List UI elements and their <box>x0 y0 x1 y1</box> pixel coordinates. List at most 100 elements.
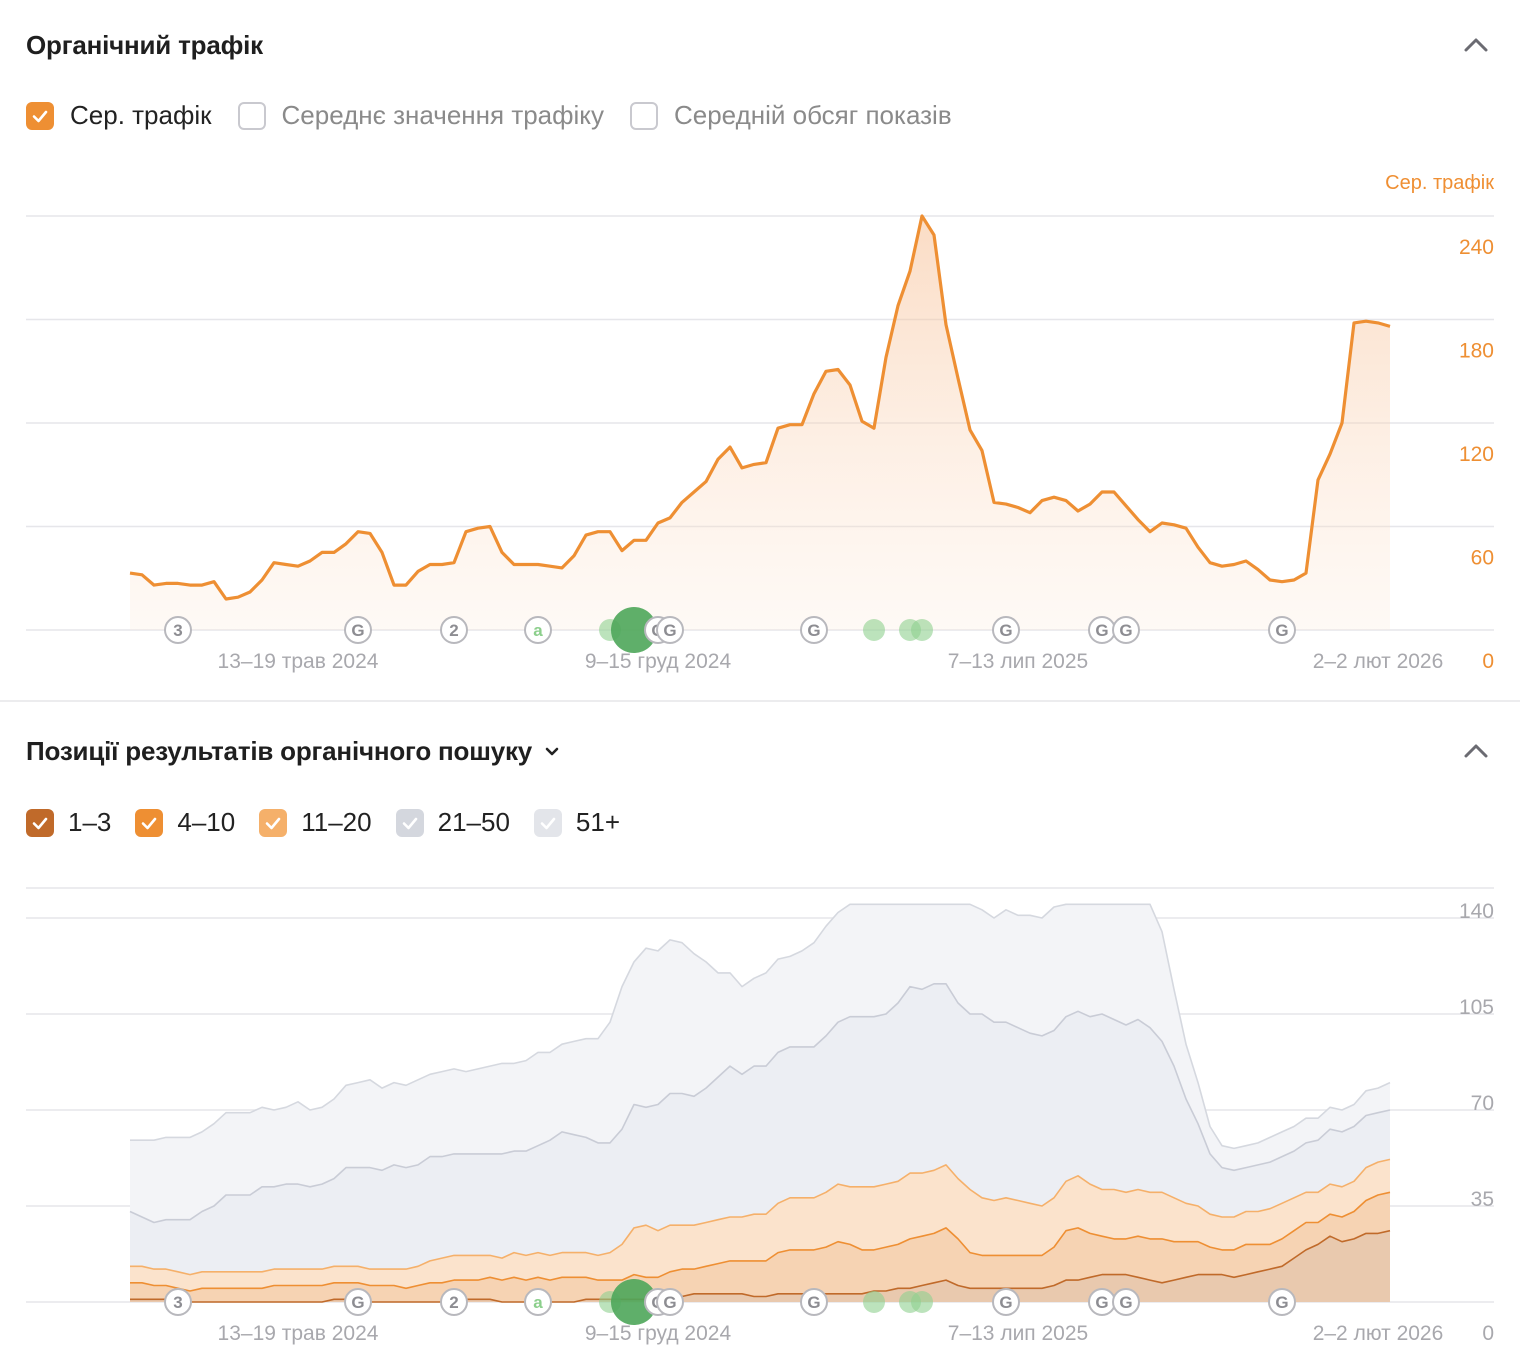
event-marker-letter: a <box>524 1288 552 1316</box>
x-tick-label: 9–15 груд 2024 <box>585 1322 732 1345</box>
x-tick-label: 2–2 лют 2026 <box>1313 1322 1444 1345</box>
event-marker-label: G <box>351 1293 364 1312</box>
y-tick-label: 35 <box>1471 1188 1494 1211</box>
traffic-collapse-button[interactable] <box>1458 28 1494 64</box>
check-icon <box>402 817 417 829</box>
line-4–10 <box>130 1191 1391 1292</box>
traffic-line <box>129 214 1391 601</box>
event-marker-green <box>863 619 885 641</box>
event-marker-circle <box>800 1288 828 1316</box>
event-marker-label: G <box>1095 621 1108 640</box>
area-4–10 <box>130 1192 1390 1302</box>
traffic-chart: 0601201802403G2aGGGGGGG13–19 трав 20249–… <box>26 214 1494 673</box>
area-1–3 <box>130 1230 1390 1302</box>
event-marker-label: 2 <box>449 1293 458 1312</box>
legend-label-pos-1: 4–10 <box>177 807 236 837</box>
legend-label-avg-traffic: Сер. трафік <box>70 100 212 130</box>
organic-traffic-panel: Органічний трафік Сер. трафік Середнє зн… <box>26 28 1494 673</box>
legend-label-impressions: Середній обсяг показів <box>673 100 952 130</box>
x-tick-label: 13–19 трав 2024 <box>218 1322 379 1345</box>
event-marker-label: 3 <box>173 1293 182 1312</box>
line-11–20 <box>130 1158 1391 1276</box>
check-icon <box>32 110 48 122</box>
legend-item-avg-traffic[interactable]: Сер. трафік <box>26 100 212 131</box>
event-marker-number: 3 <box>164 1288 192 1316</box>
positions-collapse-button[interactable] <box>1458 734 1494 770</box>
event-marker-circle <box>440 616 468 644</box>
event-marker-number: 2 <box>440 1288 468 1316</box>
event-marker-label: 2 <box>449 621 458 640</box>
legend-item-pos-1[interactable]: 4–10 <box>135 807 235 838</box>
checkbox-impressions[interactable] <box>629 101 658 130</box>
event-marker-number: 3 <box>164 616 192 644</box>
chevron-down-icon <box>545 747 559 755</box>
google-update-marker: G <box>1268 616 1296 644</box>
traffic-panel-title: Органічний трафік <box>26 30 263 60</box>
event-marker-circle <box>1268 616 1296 644</box>
legend-item-pos-2[interactable]: 11–20 <box>259 807 372 838</box>
x-tick-label: 13–19 трав 2024 <box>218 650 379 673</box>
traffic-legend: Сер. трафік Середнє значення трафіку Сер… <box>26 100 978 131</box>
google-update-marker: G <box>800 1288 828 1316</box>
checkbox-pos-0[interactable] <box>26 808 54 837</box>
google-update-marker: G <box>800 616 828 644</box>
event-marker-circle <box>1112 616 1140 644</box>
event-marker-letter: a <box>524 616 552 644</box>
line-21–50 <box>129 983 1391 1224</box>
organic-positions-panel: Позиції результатів органічного пошуку 1… <box>0 702 1520 1366</box>
event-marker-label: G <box>807 1293 820 1312</box>
checkbox-pos-1[interactable] <box>135 808 164 837</box>
check-icon <box>142 817 157 829</box>
event-marker-label: G <box>1275 1293 1288 1312</box>
event-marker-label: G <box>999 1293 1012 1312</box>
x-tick-label: 2–2 лют 2026 <box>1313 650 1444 673</box>
event-marker-circle <box>344 1288 372 1316</box>
event-marker-circle <box>992 1288 1020 1316</box>
checkbox-avg-traffic[interactable] <box>26 101 54 130</box>
event-marker-circle <box>1268 1288 1296 1316</box>
legend-label-pos-3: 21–50 <box>437 807 510 837</box>
y-tick-label: 240 <box>1459 236 1494 259</box>
event-marker-label: G <box>1275 621 1288 640</box>
event-marker-green <box>863 1291 885 1313</box>
check-icon <box>32 817 48 829</box>
checkbox-pos-3[interactable] <box>395 808 424 837</box>
event-marker-green-big <box>611 607 657 653</box>
event-marker-circle <box>800 616 828 644</box>
y-tick-label: 105 <box>1459 996 1494 1019</box>
event-marker-circle <box>524 616 552 644</box>
legend-item-pos-3[interactable]: 21–50 <box>395 807 510 838</box>
y-tick-label: 0 <box>1482 650 1494 673</box>
google-update-marker: G <box>1112 616 1140 644</box>
checkbox-traffic-value[interactable] <box>237 101 266 130</box>
legend-item-pos-0[interactable]: 1–3 <box>26 807 111 838</box>
google-update-marker: G <box>992 616 1020 644</box>
event-marker-label: a <box>533 1293 543 1312</box>
legend-item-impressions[interactable]: Середній обсяг показів <box>629 100 952 131</box>
event-marker-label: G <box>1119 1293 1132 1312</box>
positions-panel-title: Позиції результатів органічного пошуку <box>26 736 562 769</box>
checkbox-pos-2[interactable] <box>259 808 288 837</box>
event-marker-circle <box>992 616 1020 644</box>
event-marker-circle <box>1112 1288 1140 1316</box>
legend-label-pos-2: 11–20 <box>301 807 372 837</box>
positions-dropdown-button[interactable] <box>542 738 562 769</box>
event-marker-label: G <box>351 621 364 640</box>
y-tick-label: 120 <box>1459 443 1494 466</box>
y-tick-label: 180 <box>1459 340 1494 363</box>
legend-label-pos-0: 1–3 <box>68 807 112 837</box>
event-marker-circle <box>164 1288 192 1316</box>
legend-item-pos-4[interactable]: 51+ <box>533 807 620 838</box>
event-marker-label: G <box>663 1293 676 1312</box>
traffic-area <box>130 216 1390 630</box>
legend-item-traffic-value[interactable]: Середнє значення трафіку <box>237 100 604 131</box>
x-tick-label: 7–13 лип 2025 <box>948 650 1088 673</box>
event-marker-label: G <box>999 621 1012 640</box>
event-marker-label: G <box>663 621 676 640</box>
chevron-up-icon <box>1464 744 1488 758</box>
google-update-marker: G <box>1088 616 1116 644</box>
checkbox-pos-4[interactable] <box>533 808 562 837</box>
x-tick-label: 7–13 лип 2025 <box>948 1322 1088 1345</box>
google-update-marker: G <box>656 616 684 644</box>
check-icon <box>540 817 556 829</box>
